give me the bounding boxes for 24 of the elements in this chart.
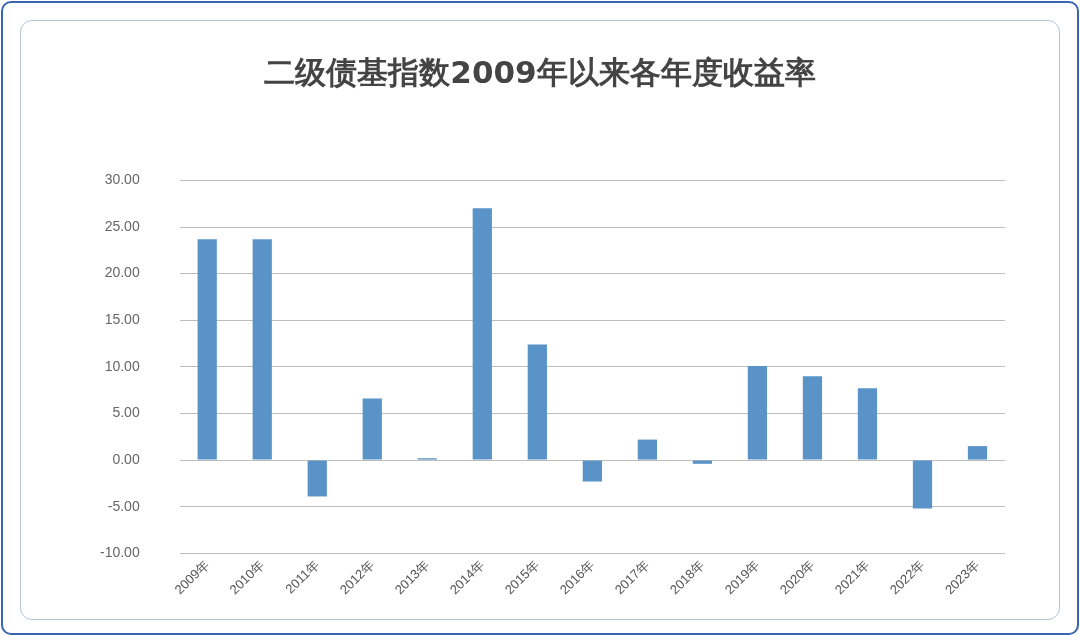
- y-tick-label: 15.00: [104, 311, 140, 328]
- bar: [747, 365, 768, 460]
- y-tick-label: 25.00: [104, 217, 140, 234]
- y-tick-label: -5.00: [107, 497, 140, 514]
- bar: [307, 460, 327, 497]
- bar: [857, 388, 878, 460]
- y-tick-label: 10.00: [104, 357, 140, 374]
- chart-title: 二级债基指数2009年以来各年度收益率: [263, 53, 817, 92]
- y-tick-label: 5.00: [112, 404, 140, 421]
- bar: [912, 460, 933, 509]
- bar: [472, 208, 492, 460]
- bar: [637, 439, 657, 460]
- bar: [197, 239, 217, 460]
- bar: [967, 446, 988, 460]
- y-tick-label: 0.00: [112, 450, 140, 467]
- bar: [252, 239, 272, 460]
- bar: [692, 460, 713, 464]
- y-tick-label: 20.00: [104, 264, 140, 281]
- bar: [582, 460, 602, 482]
- bar: [362, 398, 382, 460]
- y-tick-label: 30.00: [104, 171, 140, 188]
- bar: [802, 376, 823, 460]
- y-tick-label: -10.00: [99, 544, 140, 561]
- bar: [527, 344, 547, 460]
